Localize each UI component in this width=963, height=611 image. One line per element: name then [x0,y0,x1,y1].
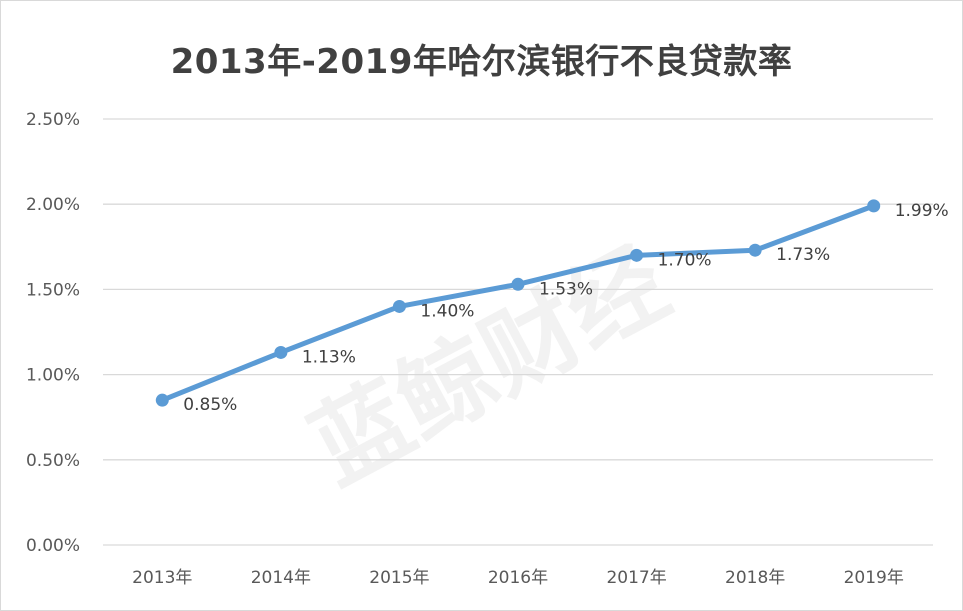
x-tick-label: 2013年 [132,568,192,588]
x-tick-label: 2018年 [725,568,785,588]
data-point [274,345,288,359]
y-tick-label: 1.50% [26,280,80,300]
y-tick-label: 1.00% [26,366,80,386]
y-tick-label: 2.00% [26,195,80,215]
x-tick-label: 2014年 [251,568,311,588]
data-point [748,243,762,257]
data-label: 1.73% [776,245,830,265]
data-point [392,299,406,313]
data-label: 0.85% [183,395,237,415]
y-axis-tick-labels: 0.00% 0.50% 1.00% 1.50% 2.00% 2.50% [26,110,80,556]
data-point [155,393,169,407]
y-tick-label: 2.50% [26,110,80,130]
chart-title: 2013年-2019年哈尔滨银行不良贷款率 [170,42,793,82]
data-point [867,199,881,213]
data-label: 1.40% [420,301,474,321]
y-tick-label: 0.50% [26,451,80,471]
x-tick-label: 2016年 [488,568,548,588]
series [155,199,881,407]
data-label: 1.70% [658,250,712,270]
x-tick-label: 2017年 [606,568,666,588]
y-tick-label: 0.00% [26,536,80,556]
x-tick-label: 2015年 [369,568,429,588]
data-label: 1.13% [302,347,356,367]
data-labels: 0.85% 1.13% 1.40% 1.53% 1.70% 1.73% 1.99% [183,201,948,415]
data-point [630,248,644,262]
x-axis-tick-labels: 2013年 2014年 2015年 2016年 2017年 2018年 2019年 [132,568,904,588]
data-label: 1.53% [539,279,593,299]
x-tick-label: 2019年 [844,568,904,588]
data-point [511,277,525,291]
data-label: 1.99% [895,201,949,221]
